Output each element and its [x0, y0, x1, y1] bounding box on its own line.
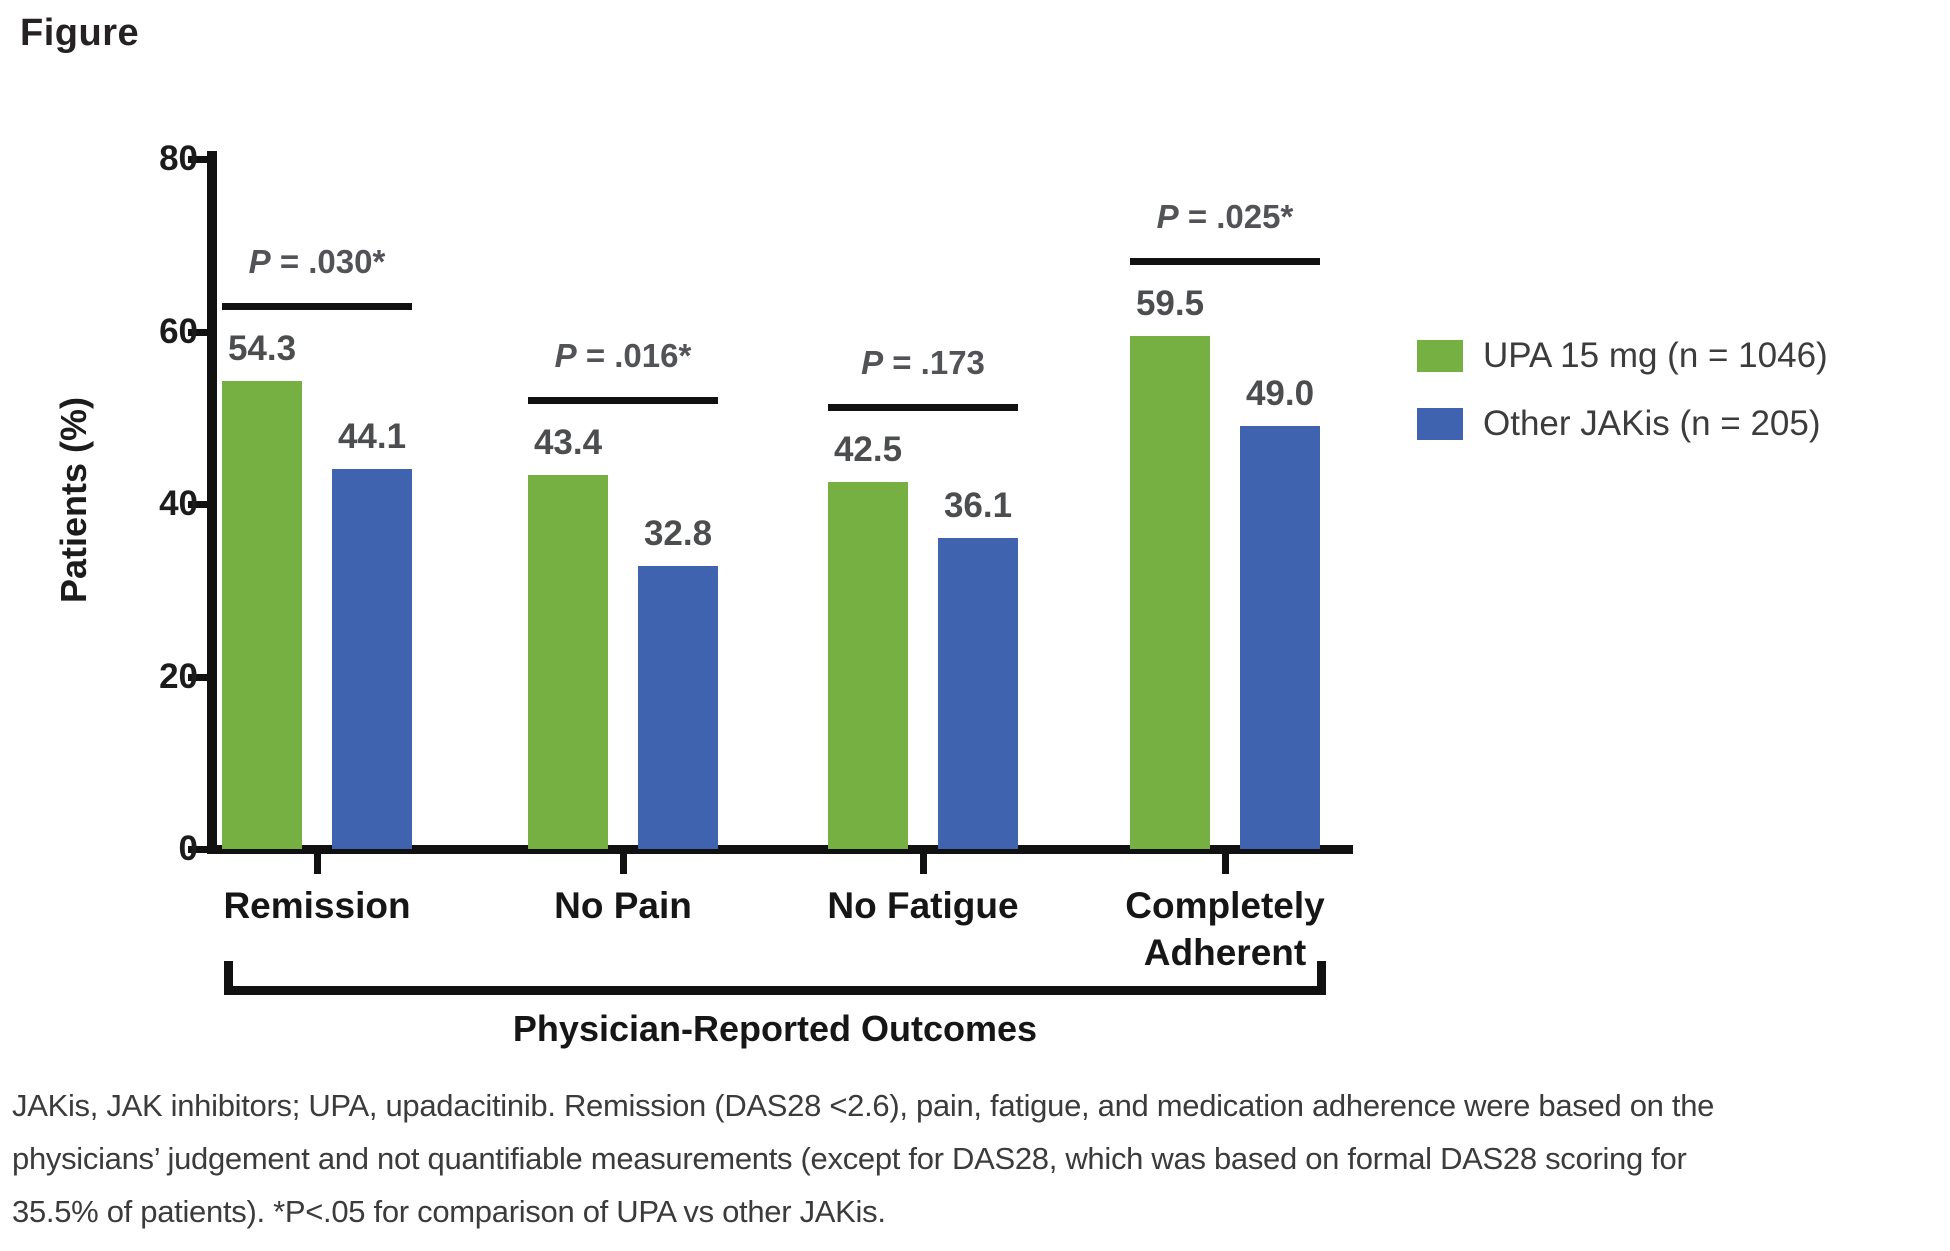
legend-label-other-jakis: Other JAKis (n = 205)	[1483, 404, 1821, 443]
value-label: 36.1	[943, 485, 1013, 525]
footnote-line-1: JAKis, JAK inhibitors; UPA, upadacitinib…	[12, 1088, 1715, 1123]
x-tick-mark	[620, 854, 627, 874]
legend-item-upa: UPA 15 mg (n = 1046)	[1417, 336, 1828, 376]
group-bracket-left-end	[224, 961, 233, 995]
y-tick-mark	[188, 501, 215, 508]
p-value-label: P = .173	[861, 344, 985, 382]
bar-series1-group1	[638, 566, 718, 849]
value-label: 54.3	[227, 328, 297, 368]
y-tick-mark	[188, 846, 215, 853]
figure-title: Figure	[20, 12, 140, 54]
bar-series1-group0	[332, 468, 412, 849]
legend-label-upa: UPA 15 mg (n = 1046)	[1483, 336, 1828, 375]
legend: UPA 15 mg (n = 1046) Other JAKis (n = 20…	[1417, 336, 1828, 444]
y-tick-mark	[188, 328, 215, 336]
bar-series0-group3	[1130, 335, 1210, 849]
p-value-label: P = .030*	[248, 242, 386, 280]
category-label-1: No Pain	[554, 885, 692, 926]
bar-series0-group0	[222, 380, 302, 849]
x-axis-line	[207, 845, 1353, 854]
y-tick-label: 40	[159, 484, 198, 523]
y-tick-label: 20	[159, 656, 198, 696]
legend-item-other-jakis: Other JAKis (n = 205)	[1417, 404, 1828, 444]
y-tick-mark	[188, 156, 215, 163]
p-value-line	[828, 404, 1018, 412]
x-tick-mark	[1222, 854, 1229, 874]
y-tick-mark	[188, 673, 215, 681]
value-label: 42.5	[833, 430, 903, 470]
upa-series-swatch-icon	[1417, 340, 1463, 372]
bar-series1-group2	[938, 537, 1018, 849]
value-label: 59.5	[1135, 283, 1205, 323]
footnote-line-2: physicians’ judgement and not quantifiab…	[12, 1141, 1687, 1176]
value-label: 32.8	[643, 514, 713, 554]
p-value-line	[222, 302, 412, 310]
x-tick-mark	[314, 854, 321, 874]
x-tick-mark	[920, 854, 927, 874]
p-value-label: P = .016*	[554, 336, 692, 374]
value-label: 44.1	[337, 416, 407, 456]
p-value-label: P = .025*	[1156, 197, 1294, 235]
p-value-line	[528, 396, 718, 404]
group-bracket-label: Physician-Reported Outcomes	[512, 1008, 1038, 1049]
other-jakis-series-swatch-icon	[1417, 408, 1463, 440]
y-tick-label: 60	[159, 311, 198, 351]
group-bracket-right-end	[1317, 961, 1326, 995]
bar-series0-group2	[828, 482, 908, 849]
value-label: 49.0	[1245, 374, 1315, 414]
y-tick-label: 80	[159, 139, 198, 178]
bar-series0-group1	[528, 474, 608, 849]
value-label: 43.4	[533, 422, 603, 462]
category-label-3: Completely Adherent	[1125, 885, 1325, 973]
group-bracket-line	[224, 986, 1326, 995]
category-label-0: Remission	[223, 885, 411, 926]
footnote-line-3: 35.5% of patients). *P<.05 for compariso…	[12, 1194, 886, 1229]
y-tick-label: 0	[178, 829, 198, 868]
category-label-2: No Fatigue	[827, 885, 1019, 926]
p-value-line	[1130, 257, 1320, 265]
bar-series1-group3	[1240, 426, 1320, 849]
